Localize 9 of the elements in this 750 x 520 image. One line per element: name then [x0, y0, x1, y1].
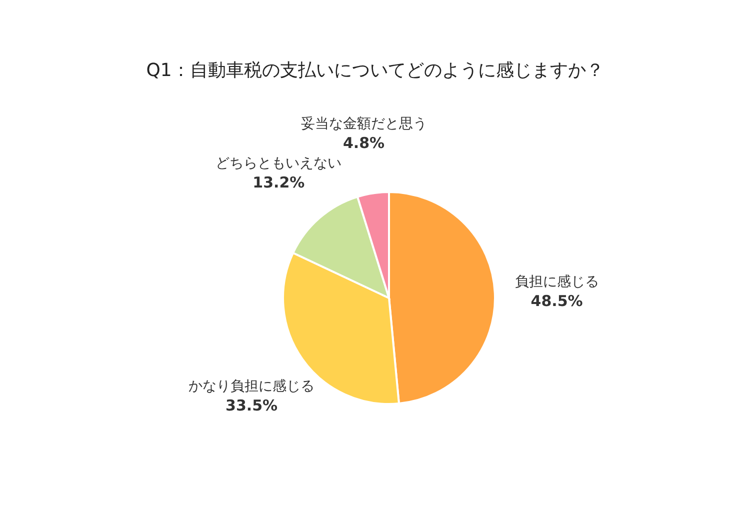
data-label: 13.2%: [252, 173, 305, 192]
slice-label: 妥当な金額だと思う: [300, 116, 427, 132]
slice-label: 負担に感じる: [514, 274, 599, 290]
slice-label: かなり負担に感じる: [188, 378, 315, 395]
data-label: 4.8%: [342, 134, 385, 152]
data-label: 33.5%: [226, 396, 278, 415]
slice-label: どちらともいえない: [216, 155, 342, 172]
data-label: 48.5%: [530, 292, 583, 310]
chart-title: Q1：自動車税の支払いについてどのように感じますか？: [145, 59, 605, 83]
